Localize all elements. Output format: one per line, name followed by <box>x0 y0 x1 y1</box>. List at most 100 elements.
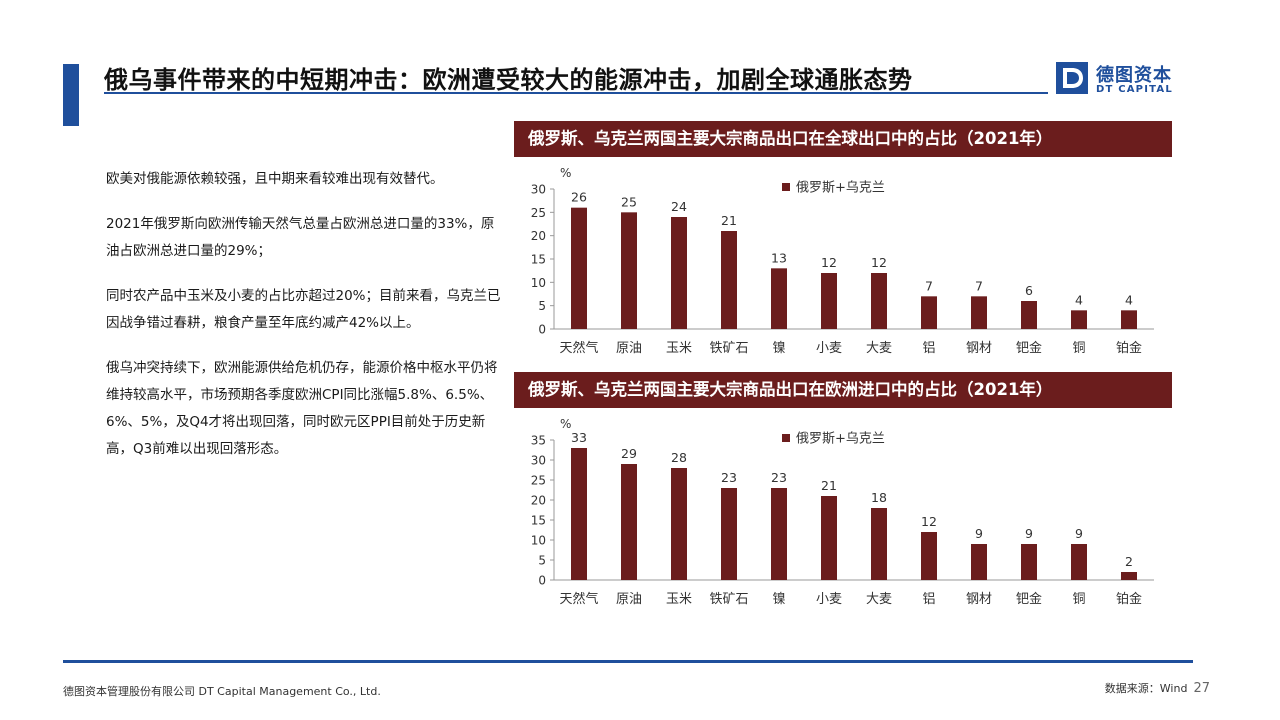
x-category-label: 玉米 <box>666 592 692 607</box>
y-tick-label: 30 <box>531 183 546 197</box>
x-category-label: 铝 <box>922 341 935 356</box>
y-tick-label: 30 <box>531 454 546 468</box>
chart-legend: 俄罗斯+乌克兰 <box>782 431 885 447</box>
bar-value-label: 12 <box>921 514 937 529</box>
x-category-label: 小麦 <box>816 341 842 356</box>
title-accent-bar <box>63 64 79 126</box>
bar <box>721 231 737 329</box>
bar <box>871 508 887 580</box>
legend-swatch <box>782 183 790 191</box>
legend-label: 俄罗斯+乌克兰 <box>796 431 885 447</box>
dt-logo-icon <box>1056 62 1088 94</box>
x-category-label: 天然气 <box>559 591 598 607</box>
chart-2-title: 俄罗斯、乌克兰两国主要大宗商品出口在欧洲进口中的占比（2021年） <box>514 372 1172 408</box>
logo-english-name: DT CAPITAL <box>1096 84 1173 95</box>
bar-value-label: 21 <box>821 478 837 493</box>
bar <box>871 273 887 329</box>
europe-import-share-panel: 俄罗斯、乌克兰两国主要大宗商品出口在欧洲进口中的占比（2021年） % 俄罗斯+乌… <box>514 372 1172 648</box>
bar-value-label: 12 <box>871 255 887 270</box>
x-category-label: 钢材 <box>966 341 992 356</box>
commentary-paragraph-3: 同时农产品中玉米及小麦的占比亦超过20%；目前来看，乌克兰已因战争错过春耕，粮食… <box>106 288 501 331</box>
bar-value-label: 7 <box>975 278 983 293</box>
company-logo: 德图资本 DT CAPITAL <box>1056 62 1186 96</box>
x-category-label: 铝 <box>922 592 935 607</box>
y-tick-label: 5 <box>538 554 546 568</box>
legend-swatch <box>782 434 790 442</box>
bar <box>921 532 937 580</box>
bar-value-label: 26 <box>571 190 587 205</box>
unit-label: % <box>560 417 571 431</box>
x-category-label: 钯金 <box>1016 340 1042 356</box>
bar-value-label: 28 <box>671 450 687 465</box>
unit-label: % <box>560 166 571 180</box>
bar <box>571 448 587 580</box>
y-tick-label: 35 <box>531 434 546 448</box>
bar-value-label: 2 <box>1125 554 1133 569</box>
footer-company: 德图资本管理股份有限公司 DT Capital Management Co., … <box>63 685 381 698</box>
y-tick-label: 20 <box>531 494 546 508</box>
bar-value-label: 18 <box>871 490 887 505</box>
x-category-label: 铂金 <box>1116 591 1142 607</box>
data-source-text: 数据来源：Wind <box>1104 682 1188 695</box>
bar <box>821 273 837 329</box>
bar-value-label: 9 <box>1075 526 1083 541</box>
y-tick-label: 15 <box>531 253 546 267</box>
y-tick-label: 10 <box>531 276 546 290</box>
y-tick-label: 10 <box>531 534 546 548</box>
bar <box>921 296 937 329</box>
bar-value-label: 25 <box>621 194 637 209</box>
x-category-label: 镍 <box>772 592 785 607</box>
bar-value-label: 29 <box>621 446 637 461</box>
x-category-label: 钯金 <box>1016 591 1042 607</box>
bar-value-label: 13 <box>771 250 787 265</box>
x-category-label: 小麦 <box>816 592 842 607</box>
bar-value-label: 9 <box>975 526 983 541</box>
x-category-label: 原油 <box>616 592 642 607</box>
commentary-text: 欧美对俄能源依赖较强，且中期来看较难出现有效替代。 2021年俄罗斯向欧洲传输天… <box>106 166 501 463</box>
bar <box>621 212 637 329</box>
y-tick-label: 0 <box>538 574 546 588</box>
x-category-label: 铜 <box>1072 341 1085 356</box>
chart-1-title: 俄罗斯、乌克兰两国主要大宗商品出口在全球出口中的占比（2021年） <box>514 121 1172 157</box>
bar-value-label: 33 <box>571 430 587 445</box>
bar-value-label: 4 <box>1075 292 1083 307</box>
global-export-share-panel: 俄罗斯、乌克兰两国主要大宗商品出口在全球出口中的占比（2021年） % 俄罗斯+乌… <box>514 121 1172 397</box>
x-category-label: 铁矿石 <box>709 341 748 356</box>
y-tick-label: 0 <box>538 323 546 337</box>
footer-source: 数据来源：Wind 27 <box>1105 680 1210 696</box>
bar <box>621 464 637 580</box>
y-tick-label: 20 <box>531 229 546 243</box>
y-tick-label: 25 <box>531 206 546 220</box>
title-underline <box>104 92 1048 94</box>
legend-label: 俄罗斯+乌克兰 <box>796 180 885 196</box>
bar-value-label: 4 <box>1125 292 1133 307</box>
bar <box>971 544 987 580</box>
x-category-label: 钢材 <box>966 592 992 607</box>
bar-value-label: 23 <box>771 470 787 485</box>
x-category-label: 大麦 <box>866 341 892 356</box>
x-category-label: 大麦 <box>866 592 892 607</box>
y-tick-label: 5 <box>538 299 546 313</box>
bar <box>1021 301 1037 329</box>
bar-value-label: 9 <box>1025 526 1033 541</box>
y-tick-label: 25 <box>531 474 546 488</box>
commentary-paragraph-4: 俄乌冲突持续下，欧洲能源供给危机仍存，能源价格中枢水平仍将维持较高水平，市场预期… <box>106 360 498 457</box>
footer-rule <box>63 660 1193 663</box>
bar <box>1071 310 1087 329</box>
bar <box>721 488 737 580</box>
bar <box>671 217 687 329</box>
bar <box>1121 310 1137 329</box>
bar-value-label: 6 <box>1025 283 1033 298</box>
global-export-share-chart: % 俄罗斯+乌克兰 0 5 10 15 20 25 30 26 天然气 25 原油 24 玉米 21 铁矿石 13… <box>531 166 1154 356</box>
x-category-label: 原油 <box>616 341 642 356</box>
x-category-label: 天然气 <box>559 340 598 356</box>
bar <box>1071 544 1087 580</box>
page-number: 27 <box>1193 681 1210 696</box>
y-tick-label: 15 <box>531 514 546 528</box>
commentary-paragraph-1: 欧美对俄能源依赖较强，且中期来看较难出现有效替代。 <box>106 171 444 187</box>
bar <box>1121 572 1137 580</box>
chart-legend: 俄罗斯+乌克兰 <box>782 180 885 196</box>
x-category-label: 铂金 <box>1116 340 1142 356</box>
bar-value-label: 12 <box>821 255 837 270</box>
